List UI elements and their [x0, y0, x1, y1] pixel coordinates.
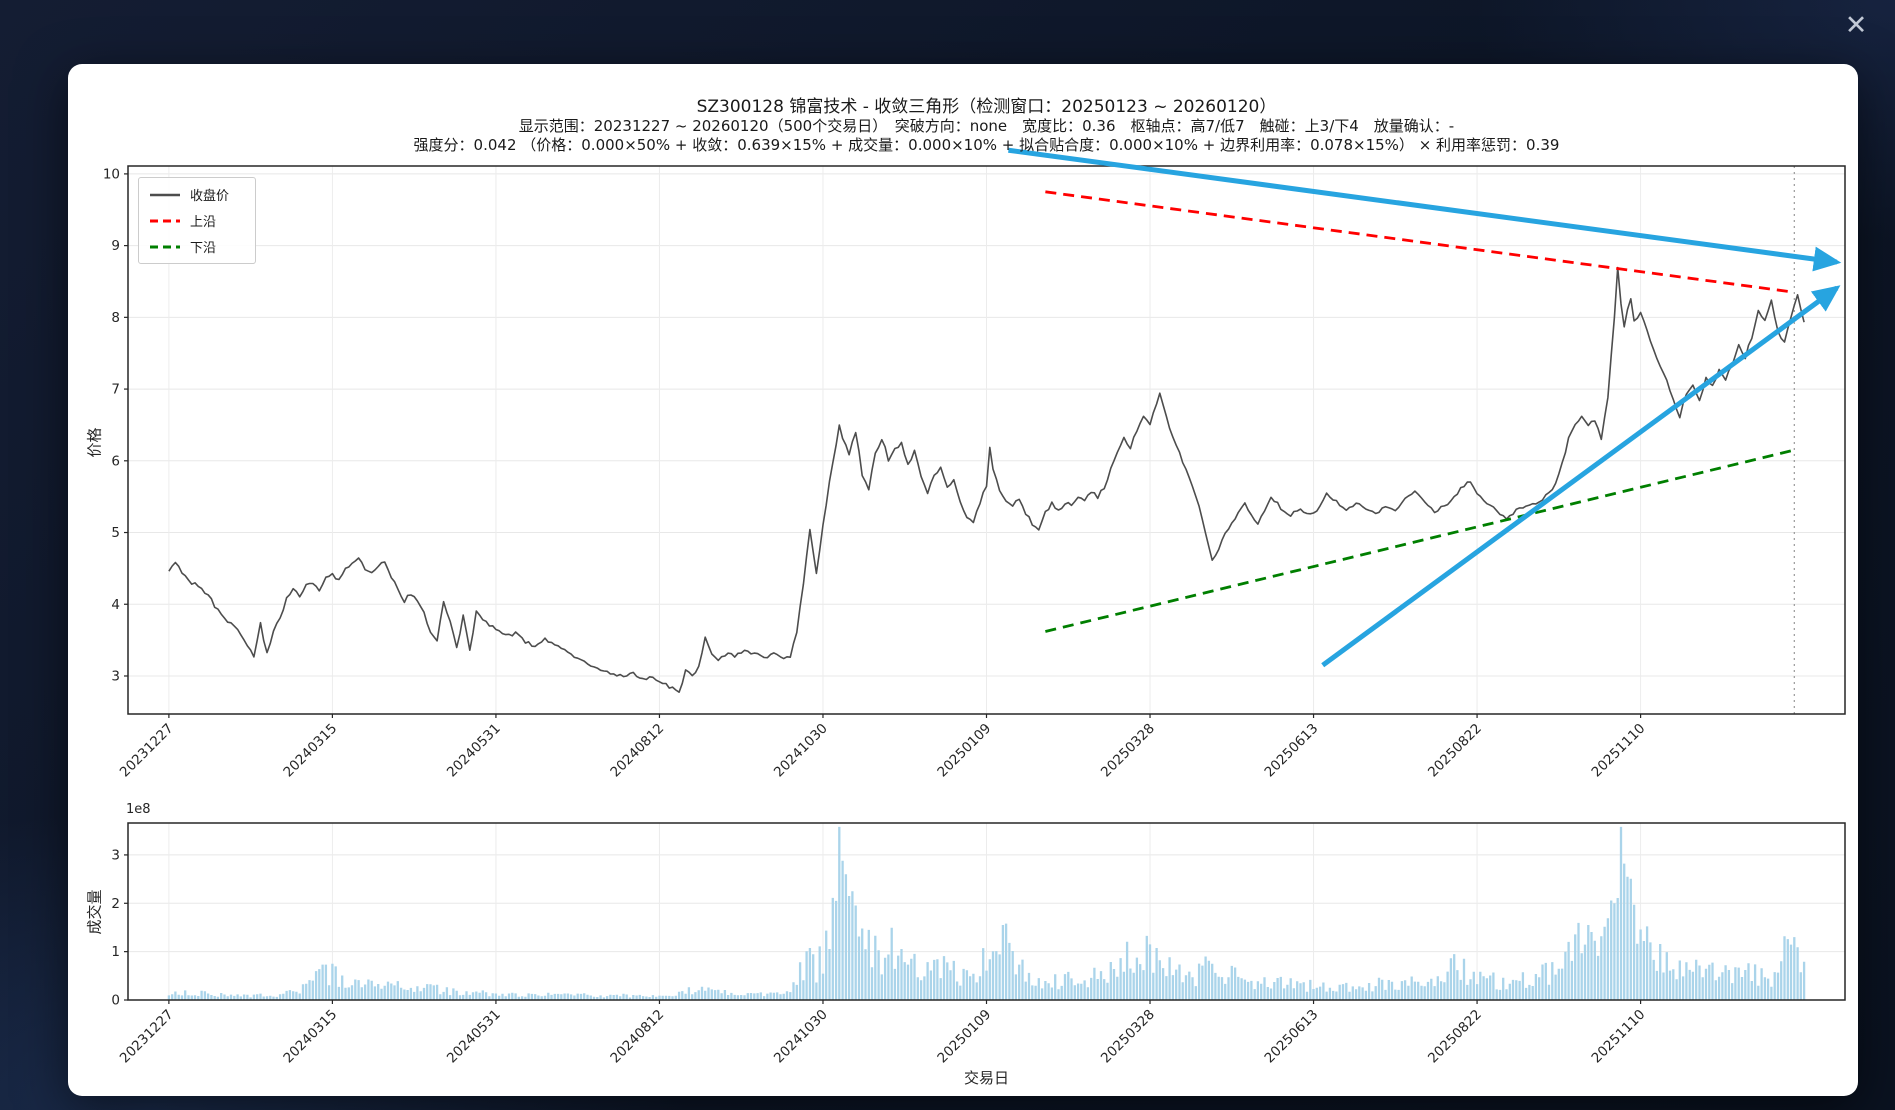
legend-item-upper: 上沿	[149, 211, 245, 230]
svg-text:3: 3	[111, 668, 120, 684]
volume-plot: 0 1 2 3 20231227 20240315 20240531 20240812 2024…	[111, 822, 1846, 1067]
svg-text:20250328: 20250328	[1098, 721, 1158, 781]
price-axis-label: 价格	[85, 427, 104, 458]
legend-label: 上沿	[190, 215, 217, 230]
svg-text:10: 10	[103, 166, 120, 182]
svg-text:20250613: 20250613	[1261, 1007, 1321, 1067]
svg-text:20231227: 20231227	[117, 721, 177, 781]
svg-text:20240812: 20240812	[607, 1007, 667, 1067]
x-axis-label: 交易日	[963, 1069, 1009, 1087]
svg-text:9: 9	[111, 238, 120, 254]
lower-edge-line-sample	[150, 245, 180, 248]
close-price-line	[168, 266, 1805, 693]
volume-scale-label: 1e8	[126, 802, 151, 817]
svg-text:20231227: 20231227	[117, 1007, 177, 1067]
svg-text:7: 7	[111, 382, 120, 398]
svg-text:20250328: 20250328	[1098, 1007, 1158, 1067]
svg-text:20240315: 20240315	[280, 721, 340, 781]
chart-modal: 3 4 5 6 7 8 9 10 20231227 20240315 20240531 2024081…	[68, 64, 1858, 1096]
svg-text:20250613: 20250613	[1261, 721, 1321, 781]
svg-text:8: 8	[111, 310, 120, 326]
lower-edge-line	[1045, 448, 1795, 633]
svg-text:20251110: 20251110	[1589, 721, 1649, 781]
legend-label: 收盘价	[190, 189, 230, 204]
chart-header: SZ300128 锦富技术 - 收敛三角形（检测窗口：20250123 ~ 20…	[128, 97, 1845, 155]
volume-axis-label: 成交量	[85, 889, 104, 935]
svg-text:20240315: 20240315	[280, 1007, 340, 1067]
volume-bars	[167, 826, 1806, 1000]
trend-arrow	[1321, 285, 1841, 668]
svg-text:20250822: 20250822	[1425, 721, 1485, 781]
svg-text:5: 5	[111, 525, 120, 541]
svg-text:6: 6	[111, 453, 120, 469]
chart-title: SZ300128 锦富技术 - 收敛三角形（检测窗口：20250123 ~ 20…	[696, 97, 1277, 117]
upper-edge-line-sample	[150, 219, 180, 222]
legend-item-close: 收盘价	[149, 185, 245, 204]
svg-text:20241030: 20241030	[771, 721, 831, 781]
price-plot: 3 4 5 6 7 8 9 10 20231227 20240315 20240531 2024081…	[103, 165, 1846, 781]
legend: 收盘价 上沿 下沿	[138, 177, 256, 264]
svg-text:20240531: 20240531	[444, 1007, 504, 1067]
svg-text:20240812: 20240812	[607, 721, 667, 781]
svg-text:20250109: 20250109	[934, 1007, 994, 1067]
svg-text:20250109: 20250109	[934, 721, 994, 781]
trend-arrows	[1008, 147, 1842, 668]
svg-text:4: 4	[111, 597, 120, 613]
chart-subtitle-range: 显示范围：20231227 ~ 20260120（500个交易日） 突破方向：n…	[518, 117, 1455, 135]
legend-item-lower: 下沿	[149, 237, 245, 256]
svg-text:20250822: 20250822	[1425, 1007, 1485, 1067]
svg-text:2: 2	[111, 896, 120, 912]
svg-text:20241030: 20241030	[771, 1007, 831, 1067]
svg-text:20251110: 20251110	[1589, 1007, 1649, 1067]
svg-text:20240531: 20240531	[444, 721, 504, 781]
close-line-sample	[150, 193, 180, 196]
trend-arrow	[1008, 147, 1842, 272]
chart-subtitle-score: 强度分：0.042 （价格：0.000×50% + 收敛：0.639×15% +…	[413, 136, 1560, 154]
svg-text:1: 1	[111, 944, 120, 960]
svg-text:0: 0	[111, 993, 120, 1009]
close-icon[interactable]: ✕	[1844, 10, 1868, 41]
legend-label: 下沿	[190, 241, 217, 256]
svg-text:3: 3	[111, 847, 120, 863]
